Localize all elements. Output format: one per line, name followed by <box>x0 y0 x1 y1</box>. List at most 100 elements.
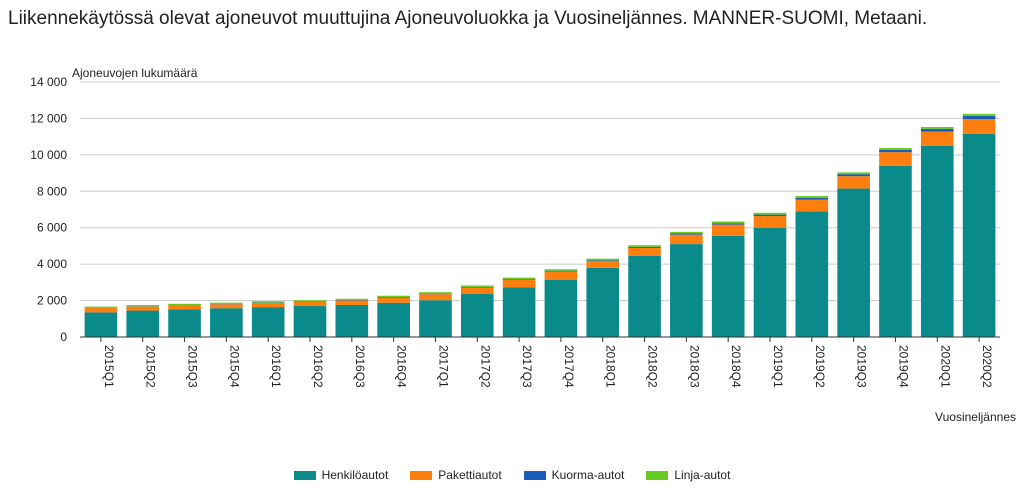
legend-item[interactable]: Henkilöautot <box>293 468 388 482</box>
bar-segment[interactable]: 2017Q2 – Kuorma-autot: 30 <box>460 286 494 288</box>
bar-segment[interactable]: 2019Q1 – Kuorma-autot: 80 <box>753 214 787 217</box>
bar-segment[interactable]: 2015Q4 – Pakettiautot: 220 <box>210 304 243 309</box>
bar-segment[interactable]: 2019Q3 – Linja-autot: 100 <box>837 172 870 175</box>
bar-segment[interactable]: 2016Q1 – Henkilöautot: 1640 <box>251 307 285 337</box>
bar-segment[interactable]: 2018Q3 – Kuorma-autot: 60 <box>670 233 703 235</box>
bar-segment[interactable]: 2016Q4 – Pakettiautot: 290 <box>377 297 410 303</box>
bar-segment[interactable]: 2020Q1 – Henkilöautot: 10500 <box>920 145 954 337</box>
bar-segment[interactable]: 2015Q3 – Linja-autot: 70 <box>168 303 201 306</box>
bar-segment[interactable]: 2018Q4 – Kuorma-autot: 70 <box>711 223 745 225</box>
bar-segment[interactable]: 2015Q2 – Pakettiautot: 220 <box>126 306 160 311</box>
bar-segment[interactable]: 2018Q3 – Pakettiautot: 520 <box>670 234 703 245</box>
bar-segment[interactable]: 2017Q3 – Kuorma-autot: 40 <box>502 279 536 280</box>
x-tick-label: 2016Q2 <box>311 345 325 388</box>
bar-segment[interactable]: 2017Q4 – Linja-autot: 80 <box>544 269 578 271</box>
bar-segment[interactable]: 2018Q1 – Kuorma-autot: 50 <box>586 260 620 262</box>
bar-segment[interactable]: 2018Q2 – Kuorma-autot: 60 <box>628 246 661 248</box>
legend-item[interactable]: Kuorma-autot <box>523 468 624 482</box>
x-tick-label: 2017Q4 <box>562 345 576 388</box>
bar-segment[interactable]: 2019Q4 – Kuorma-autot: 130 <box>879 149 912 153</box>
x-tick-label: 2016Q4 <box>395 345 409 388</box>
y-axis-label: Ajoneuvojen lukumäärä <box>72 66 198 80</box>
legend-item[interactable]: Pakettiautot <box>410 468 502 482</box>
bar-segment[interactable]: 2016Q1 – Pakettiautot: 230 <box>251 302 285 308</box>
bar-segment[interactable]: 2019Q1 – Pakettiautot: 640 <box>753 216 787 228</box>
bar-segment[interactable]: 2017Q1 – Pakettiautot: 330 <box>419 294 452 301</box>
bar-segment[interactable]: 2017Q1 – Henkilöautot: 2020 <box>419 300 452 337</box>
y-tick-label: 6 000 <box>37 221 67 235</box>
bar-segment[interactable]: 2017Q1 – Linja-autot: 80 <box>419 292 452 294</box>
bar-segment[interactable]: 2018Q1 – Henkilöautot: 3800 <box>586 267 620 337</box>
bar-segment[interactable]: 2016Q3 – Henkilöautot: 1760 <box>335 304 369 337</box>
bar-segment[interactable]: 2015Q4 – Henkilöautot: 1580 <box>210 308 243 337</box>
bar-segment[interactable]: 2017Q3 – Pakettiautot: 420 <box>502 279 536 288</box>
bar-segment[interactable]: 2015Q1 – Henkilöautot: 1350 <box>84 312 118 337</box>
bar-segment[interactable]: 2020Q1 – Kuorma-autot: 150 <box>920 128 954 132</box>
bar-segment[interactable]: 2018Q3 – Linja-autot: 90 <box>670 231 703 234</box>
legend-swatch <box>523 470 546 480</box>
bar-segment[interactable]: 2020Q2 – Henkilöautot: 11150 <box>962 133 996 337</box>
x-ticks: 2015Q1 2015Q2 2015Q3 2015Q4 2016Q1 2016Q2 2016… <box>100 337 994 388</box>
bar-segment[interactable]: 2019Q3 – Henkilöautot: 8150 <box>837 188 870 337</box>
y-tick-label: 0 <box>60 330 67 344</box>
bar-segment[interactable]: 2016Q1 – Linja-autot: 70 <box>251 301 285 303</box>
bar-segment[interactable]: 2017Q2 – Pakettiautot: 360 <box>460 287 494 295</box>
bar-segment[interactable]: 2018Q2 – Henkilöautot: 4450 <box>628 255 661 337</box>
bar-segment[interactable]: 2019Q3 – Kuorma-autot: 110 <box>837 174 870 177</box>
bar-segment[interactable]: 2016Q2 – Pakettiautot: 230 <box>293 301 327 307</box>
bar-segment[interactable]: 2019Q4 – Henkilöautot: 9400 <box>879 165 912 337</box>
chart-title: Liikennekäytössä olevat ajoneuvot muuttu… <box>8 8 928 29</box>
bar-segment[interactable]: 2017Q2 – Linja-autot: 80 <box>460 285 494 287</box>
x-tick-label: 2018Q4 <box>729 345 743 388</box>
bar-segment[interactable]: 2020Q2 – Kuorma-autot: 170 <box>962 115 996 119</box>
bar-segment[interactable]: 2016Q3 – Pakettiautot: 250 <box>335 300 369 305</box>
bar-segment[interactable]: 2020Q2 – Linja-autot: 110 <box>962 113 996 116</box>
bar-segment[interactable]: 2018Q1 – Linja-autot: 90 <box>586 258 620 261</box>
bar-segment[interactable]: 2018Q2 – Linja-autot: 90 <box>628 245 661 247</box>
bar-segment[interactable]: 2018Q4 – Pakettiautot: 620 <box>711 224 745 236</box>
bar-segment[interactable]: 2015Q2 – Linja-autot: 70 <box>126 305 160 307</box>
bar-segment[interactable]: 2015Q3 – Henkilöautot: 1520 <box>168 309 201 337</box>
bar-segment[interactable]: 2020Q2 – Pakettiautot: 820 <box>962 118 996 134</box>
x-tick-label: 2018Q1 <box>604 345 618 388</box>
legend-item[interactable]: Linja-autot <box>646 468 730 482</box>
y-tick-label: 10 000 <box>30 148 67 162</box>
bar-segment[interactable]: 2017Q1 – Kuorma-autot: 30 <box>419 293 452 295</box>
bar-segment[interactable]: 2019Q2 – Henkilöautot: 6900 <box>795 211 829 337</box>
bar-segment[interactable]: 2019Q2 – Linja-autot: 100 <box>795 196 829 198</box>
x-tick-label: 2015Q1 <box>102 345 116 388</box>
bar-segment[interactable]: 2018Q4 – Henkilöautot: 5550 <box>711 235 745 337</box>
bar-segment[interactable]: 2017Q4 – Kuorma-autot: 40 <box>544 270 578 272</box>
bar-segment[interactable]: 2018Q4 – Linja-autot: 100 <box>711 221 745 224</box>
x-tick-label: 2019Q4 <box>896 345 910 388</box>
bar-segment[interactable]: 2016Q4 – Henkilöautot: 1880 <box>377 302 410 337</box>
bar-segment[interactable]: 2020Q1 – Linja-autot: 100 <box>920 126 954 129</box>
y-ticks: 0 2 000 4 000 6 000 8 000 10 000 12 000 14 000 <box>30 75 67 344</box>
bar-segment[interactable]: 2018Q2 – Pakettiautot: 440 <box>628 247 661 256</box>
bar-segment[interactable]: 2017Q4 – Pakettiautot: 450 <box>544 271 578 280</box>
bar-segment[interactable]: 2019Q4 – Linja-autot: 100 <box>879 147 912 150</box>
bar-segment[interactable]: 2017Q4 – Henkilöautot: 3150 <box>544 279 578 337</box>
bar-segment[interactable]: 2016Q2 – Linja-autot: 70 <box>293 300 327 302</box>
bar-segment[interactable]: 2019Q4 – Pakettiautot: 750 <box>879 152 912 166</box>
bar-segment[interactable]: 2016Q2 – Henkilöautot: 1700 <box>293 306 327 337</box>
bar-segment[interactable]: 2019Q2 – Kuorma-autot: 100 <box>795 197 829 200</box>
bar-segment[interactable]: 2019Q2 – Pakettiautot: 640 <box>795 199 829 212</box>
bar-segment[interactable]: 2019Q1 – Linja-autot: 100 <box>753 212 787 215</box>
bar-segment[interactable]: 2016Q3 – Linja-autot: 70 <box>335 298 369 301</box>
bar-segment[interactable]: 2019Q3 – Pakettiautot: 680 <box>837 176 870 189</box>
bar-segment[interactable]: 2015Q3 – Pakettiautot: 220 <box>168 305 201 310</box>
bar-segment[interactable]: 2015Q4 – Linja-autot: 70 <box>210 302 243 304</box>
y-tick-label: 8 000 <box>37 184 67 198</box>
bar-segment[interactable]: 2016Q4 – Linja-autot: 70 <box>377 295 410 298</box>
bar-segment[interactable]: 2017Q3 – Linja-autot: 80 <box>502 277 536 280</box>
bar-segment[interactable]: 2015Q2 – Henkilöautot: 1450 <box>126 310 160 337</box>
bar-segment[interactable]: 2018Q3 – Henkilöautot: 5100 <box>670 244 703 337</box>
bar-segment[interactable]: 2017Q2 – Henkilöautot: 2360 <box>460 294 494 337</box>
bar-segment[interactable]: 2015Q1 – Pakettiautot: 240 <box>84 308 118 313</box>
bar-segment[interactable]: 2015Q1 – Linja-autot: 70 <box>84 306 118 308</box>
bar-segment[interactable]: 2018Q1 – Pakettiautot: 360 <box>586 261 620 268</box>
bar-segment[interactable]: 2020Q1 – Pakettiautot: 780 <box>920 131 954 146</box>
bar-segment[interactable]: 2017Q3 – Henkilöautot: 2720 <box>502 287 536 337</box>
